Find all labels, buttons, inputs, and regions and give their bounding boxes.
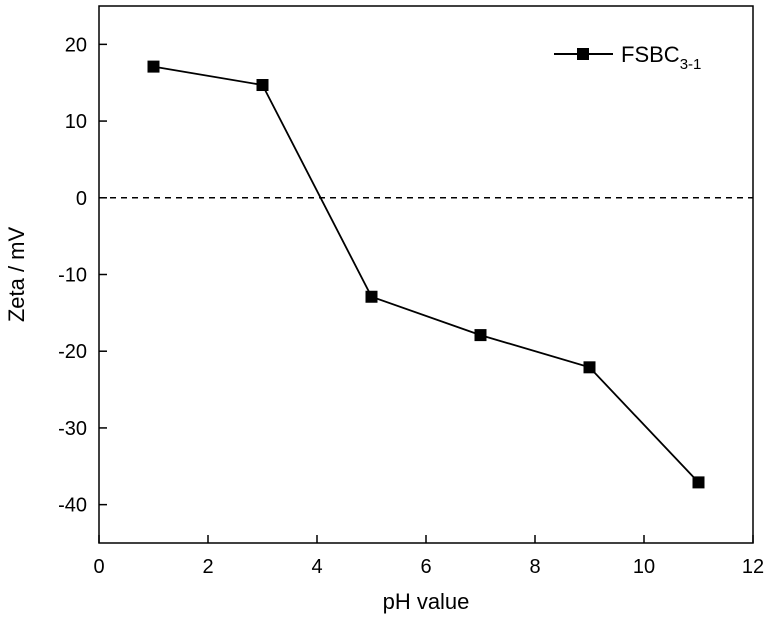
legend-label-main: FSBC bbox=[621, 42, 680, 67]
x-axis-title: pH value bbox=[383, 589, 470, 614]
y-tick-label: 0 bbox=[76, 188, 87, 210]
plot-layer bbox=[99, 60, 753, 489]
y-tick-label: -30 bbox=[58, 418, 87, 440]
x-tick-label: 4 bbox=[311, 556, 322, 578]
data-point-marker bbox=[365, 290, 378, 303]
y-tick-label: -10 bbox=[58, 265, 87, 287]
series-line-0 bbox=[153, 65, 700, 484]
data-point-marker bbox=[147, 60, 160, 73]
x-tick-label: 12 bbox=[742, 556, 764, 578]
legend-series-label: FSBC3-1 bbox=[621, 42, 701, 73]
x-tick-label: 8 bbox=[529, 556, 540, 578]
y-tick-label: -40 bbox=[58, 495, 87, 517]
x-tick-label: 10 bbox=[633, 556, 655, 578]
y-tick-label: -20 bbox=[58, 341, 87, 363]
axes-layer: 0 2 4 6 8 10 12 20 10 0 -10 -20 -30 -40 bbox=[58, 5, 764, 578]
legend-marker bbox=[577, 48, 589, 60]
data-point-marker bbox=[583, 361, 596, 374]
plot-frame bbox=[98, 5, 754, 544]
data-point-marker bbox=[474, 329, 487, 342]
data-point-marker bbox=[692, 476, 705, 489]
data-point-marker bbox=[256, 79, 269, 92]
x-tick-label: 0 bbox=[93, 556, 104, 578]
y-tick-label: 20 bbox=[65, 34, 87, 56]
y-tick-label: 10 bbox=[65, 111, 87, 133]
legend-label-subscript: 3-1 bbox=[680, 56, 702, 73]
legend: FSBC3-1 bbox=[554, 42, 701, 73]
y-axis-title: Zeta / mV bbox=[4, 226, 29, 322]
x-tick-label: 6 bbox=[420, 556, 431, 578]
x-tick-label: 2 bbox=[202, 556, 213, 578]
